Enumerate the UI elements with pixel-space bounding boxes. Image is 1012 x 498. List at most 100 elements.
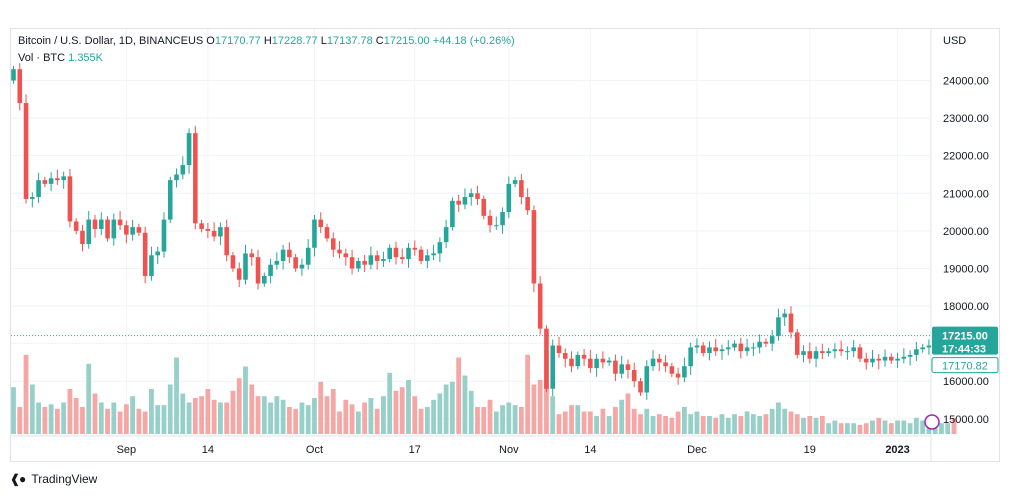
volume-bar	[255, 396, 261, 434]
candle	[305, 239, 311, 270]
volume-bar	[149, 389, 154, 434]
candle-body	[838, 349, 844, 352]
volume-bar	[167, 384, 173, 434]
volume-bar	[230, 390, 236, 434]
candle	[625, 359, 631, 379]
candle-body	[475, 193, 480, 199]
candle-body	[293, 257, 298, 269]
candle	[393, 241, 399, 265]
candle-body	[569, 358, 574, 367]
volume-bar	[932, 425, 938, 434]
candle-body	[149, 255, 154, 276]
candle-body	[600, 358, 606, 363]
candle	[901, 348, 907, 364]
candle	[600, 351, 606, 369]
candle-body	[757, 341, 762, 348]
candle-body	[575, 354, 581, 367]
candle-body	[487, 215, 493, 226]
candle	[324, 223, 330, 242]
candle	[61, 171, 66, 189]
tradingview-brand[interactable]: TradingView	[31, 472, 98, 486]
candle-body	[926, 345, 932, 348]
candle	[889, 353, 894, 364]
candle	[500, 207, 505, 234]
candle-body	[111, 219, 117, 239]
candle	[249, 248, 255, 266]
candle-body	[713, 347, 719, 352]
candle	[186, 128, 192, 174]
volume-bar	[788, 411, 794, 434]
candle	[17, 63, 23, 111]
volume-bar	[675, 411, 681, 434]
candle-body	[243, 253, 248, 280]
candle	[588, 350, 593, 373]
candle	[525, 188, 530, 215]
symbol-title[interactable]: Bitcoin / U.S. Dollar, 1D, BINANCEUS	[18, 35, 204, 47]
candle	[330, 232, 336, 257]
candle-body	[73, 221, 79, 231]
volume-bar	[644, 408, 650, 434]
chart-frame	[10, 28, 1000, 462]
volume-bar	[638, 414, 643, 434]
candle-body	[901, 356, 907, 359]
candle	[42, 176, 48, 188]
candle	[475, 185, 480, 205]
volume-bar	[343, 399, 349, 434]
volume-bar	[537, 380, 543, 434]
candle	[399, 248, 405, 264]
candle	[443, 219, 449, 249]
volume-bar	[136, 408, 142, 434]
candle-body	[738, 343, 744, 352]
candle	[669, 362, 675, 378]
candle-body	[305, 247, 311, 265]
volume-bar	[757, 416, 763, 434]
volume-bar	[694, 411, 700, 434]
tradingview-logo-icon[interactable]: ❰●	[10, 472, 26, 486]
candle-body	[80, 230, 85, 245]
candle-body	[688, 347, 693, 367]
candle-body	[55, 178, 60, 181]
volume-bar	[569, 405, 574, 434]
candle	[167, 176, 173, 223]
volume-bar	[92, 393, 98, 434]
volume-bar	[142, 411, 148, 434]
candle-body	[324, 227, 330, 239]
candle-body	[512, 180, 518, 184]
candle-body	[769, 336, 775, 344]
candle	[675, 367, 681, 385]
candle-body	[776, 317, 781, 337]
candle	[287, 242, 292, 264]
candle-body	[180, 165, 186, 175]
candle-body	[450, 200, 455, 228]
volume-bar	[111, 402, 117, 434]
volume-bar	[450, 381, 455, 434]
volume-label[interactable]: Vol · BTC	[18, 52, 66, 64]
volume-bar	[11, 387, 16, 434]
volume-bar	[67, 389, 73, 434]
candle	[700, 342, 706, 357]
candle-body	[418, 249, 424, 261]
candle-body	[675, 373, 681, 378]
volume-bar	[744, 411, 750, 434]
candle	[757, 334, 762, 354]
candle	[98, 212, 104, 236]
candle-body	[537, 283, 543, 329]
volume-bar	[305, 405, 311, 434]
candle	[907, 350, 913, 366]
volume-bar	[945, 423, 951, 434]
candle	[863, 352, 869, 370]
volume-bar	[763, 414, 769, 434]
y-tick-label: 24000.00	[943, 76, 989, 88]
candle	[381, 251, 386, 267]
volume-bar	[123, 404, 129, 434]
candle	[349, 249, 355, 275]
candle-body	[36, 180, 41, 198]
candle	[638, 377, 643, 396]
volume-bar	[98, 402, 104, 434]
candle	[606, 357, 612, 366]
volume-bar	[681, 407, 687, 434]
volume-bar	[105, 408, 110, 434]
candle	[155, 246, 161, 264]
volume-bar	[870, 420, 875, 434]
